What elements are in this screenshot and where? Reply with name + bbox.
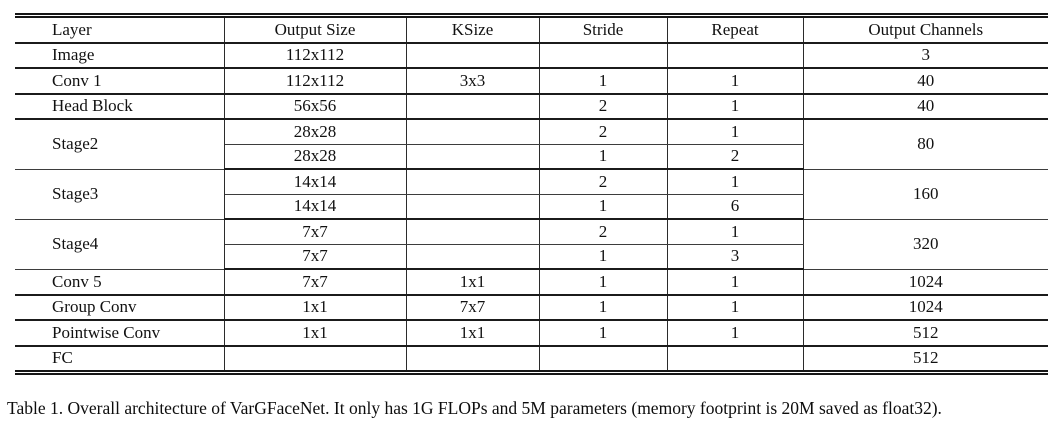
cell-stride: 2	[538, 169, 668, 195]
table-row-stage3-b: 14x14 1 6	[15, 194, 1048, 220]
cell-output-size	[223, 345, 407, 373]
table-row-stage2-a: Stage2 28x28 2 1 80	[15, 119, 1048, 170]
cell-output-size: 1x1	[223, 320, 407, 347]
cell-ksize	[405, 42, 540, 69]
cell-ksize	[405, 194, 540, 220]
cell-output-size: 28x28	[223, 119, 407, 145]
architecture-table: Layer Output Size KSize Stride Repeat Ou…	[15, 13, 1048, 375]
cell-layer: Group Conv	[15, 294, 225, 321]
cell-repeat	[666, 345, 804, 373]
table-row-group-conv: Group Conv 1x1 7x7 1 1 1024	[15, 294, 1048, 321]
cell-layer: Conv 5	[15, 269, 225, 296]
cell-output-size: 112x112	[223, 42, 407, 69]
table-caption: Table 1. Overall architecture of VarGFac…	[7, 398, 942, 418]
cell-stride: 2	[538, 119, 668, 145]
cell-output-channels: 512	[802, 320, 1048, 347]
col-header-output-size: Output Size	[223, 15, 407, 44]
cell-output-size: 14x14	[223, 194, 407, 220]
table-row-stage4-a: Stage4 7x7 2 1 320	[15, 219, 1048, 270]
cell-repeat: 1	[666, 119, 804, 145]
cell-output-channels: 80	[802, 119, 1048, 170]
cell-output-channels: 512	[802, 345, 1048, 373]
cell-ksize: 1x1	[405, 269, 540, 296]
cell-stride	[538, 42, 668, 69]
cell-layer: Stage3	[15, 169, 225, 220]
cell-output-size: 1x1	[223, 294, 407, 321]
cell-stride: 1	[538, 244, 668, 270]
cell-output-size: 7x7	[223, 219, 407, 245]
table-row-conv-5: Conv 5 7x7 1x1 1 1 1024	[15, 269, 1048, 296]
cell-repeat: 1	[666, 68, 804, 95]
table-row-stage4-b: 7x7 1 3	[15, 244, 1048, 270]
cell-ksize	[405, 119, 540, 145]
table-row-fc: FC 512	[15, 345, 1048, 373]
cell-output-channels: 40	[802, 93, 1048, 120]
header-row: Layer Output Size KSize Stride Repeat Ou…	[15, 15, 1048, 44]
cell-repeat: 2	[666, 144, 804, 170]
cell-stride: 1	[538, 320, 668, 347]
table-row-head-block: Head Block 56x56 2 1 40	[15, 93, 1048, 120]
cell-repeat: 6	[666, 194, 804, 220]
cell-repeat	[666, 42, 804, 69]
cell-output-channels: 3	[802, 42, 1048, 69]
cell-stride: 1	[538, 194, 668, 220]
cell-ksize	[405, 244, 540, 270]
cell-stride: 1	[538, 269, 668, 296]
cell-layer: Conv 1	[15, 68, 225, 95]
cell-ksize: 1x1	[405, 320, 540, 347]
cell-output-size: 7x7	[223, 269, 407, 296]
cell-output-size: 7x7	[223, 244, 407, 270]
col-header-layer: Layer	[15, 15, 225, 44]
cell-output-size: 112x112	[223, 68, 407, 95]
cell-repeat: 1	[666, 93, 804, 120]
cell-output-size: 14x14	[223, 169, 407, 195]
cell-stride: 1	[538, 144, 668, 170]
cell-repeat: 1	[666, 294, 804, 321]
cell-repeat: 1	[666, 219, 804, 245]
table-row-stage2-b: 28x28 1 2	[15, 144, 1048, 170]
cell-stride: 1	[538, 68, 668, 95]
cell-layer: Head Block	[15, 93, 225, 120]
table-row-pointwise-conv: Pointwise Conv 1x1 1x1 1 1 512	[15, 320, 1048, 347]
cell-repeat: 1	[666, 269, 804, 296]
cell-ksize: 3x3	[405, 68, 540, 95]
cell-ksize: 7x7	[405, 294, 540, 321]
cell-layer: FC	[15, 345, 225, 373]
table-row-stage3-a: Stage3 14x14 2 1 160	[15, 169, 1048, 220]
table-row-image: Image 112x112 3	[15, 42, 1048, 69]
cell-stride: 1	[538, 294, 668, 321]
cell-layer: Stage4	[15, 219, 225, 270]
cell-output-channels: 320	[802, 219, 1048, 270]
cell-layer: Stage2	[15, 119, 225, 170]
cell-output-channels: 1024	[802, 294, 1048, 321]
cell-ksize	[405, 144, 540, 170]
cell-output-channels: 40	[802, 68, 1048, 95]
cell-output-channels: 1024	[802, 269, 1048, 296]
cell-stride	[538, 345, 668, 373]
cell-layer: Pointwise Conv	[15, 320, 225, 347]
cell-ksize	[405, 93, 540, 120]
col-header-output-channels: Output Channels	[802, 15, 1048, 44]
cell-ksize	[405, 169, 540, 195]
cell-output-channels: 160	[802, 169, 1048, 220]
cell-repeat: 1	[666, 320, 804, 347]
cell-layer: Image	[15, 42, 225, 69]
cell-stride: 2	[538, 219, 668, 245]
cell-ksize	[405, 345, 540, 373]
cell-repeat: 3	[666, 244, 804, 270]
cell-output-size: 56x56	[223, 93, 407, 120]
cell-stride: 2	[538, 93, 668, 120]
cell-repeat: 1	[666, 169, 804, 195]
col-header-repeat: Repeat	[666, 15, 804, 44]
col-header-ksize: KSize	[405, 15, 540, 44]
cell-output-size: 28x28	[223, 144, 407, 170]
cell-ksize	[405, 219, 540, 245]
col-header-stride: Stride	[538, 15, 668, 44]
table-row-conv-1: Conv 1 112x112 3x3 1 1 40	[15, 68, 1048, 95]
